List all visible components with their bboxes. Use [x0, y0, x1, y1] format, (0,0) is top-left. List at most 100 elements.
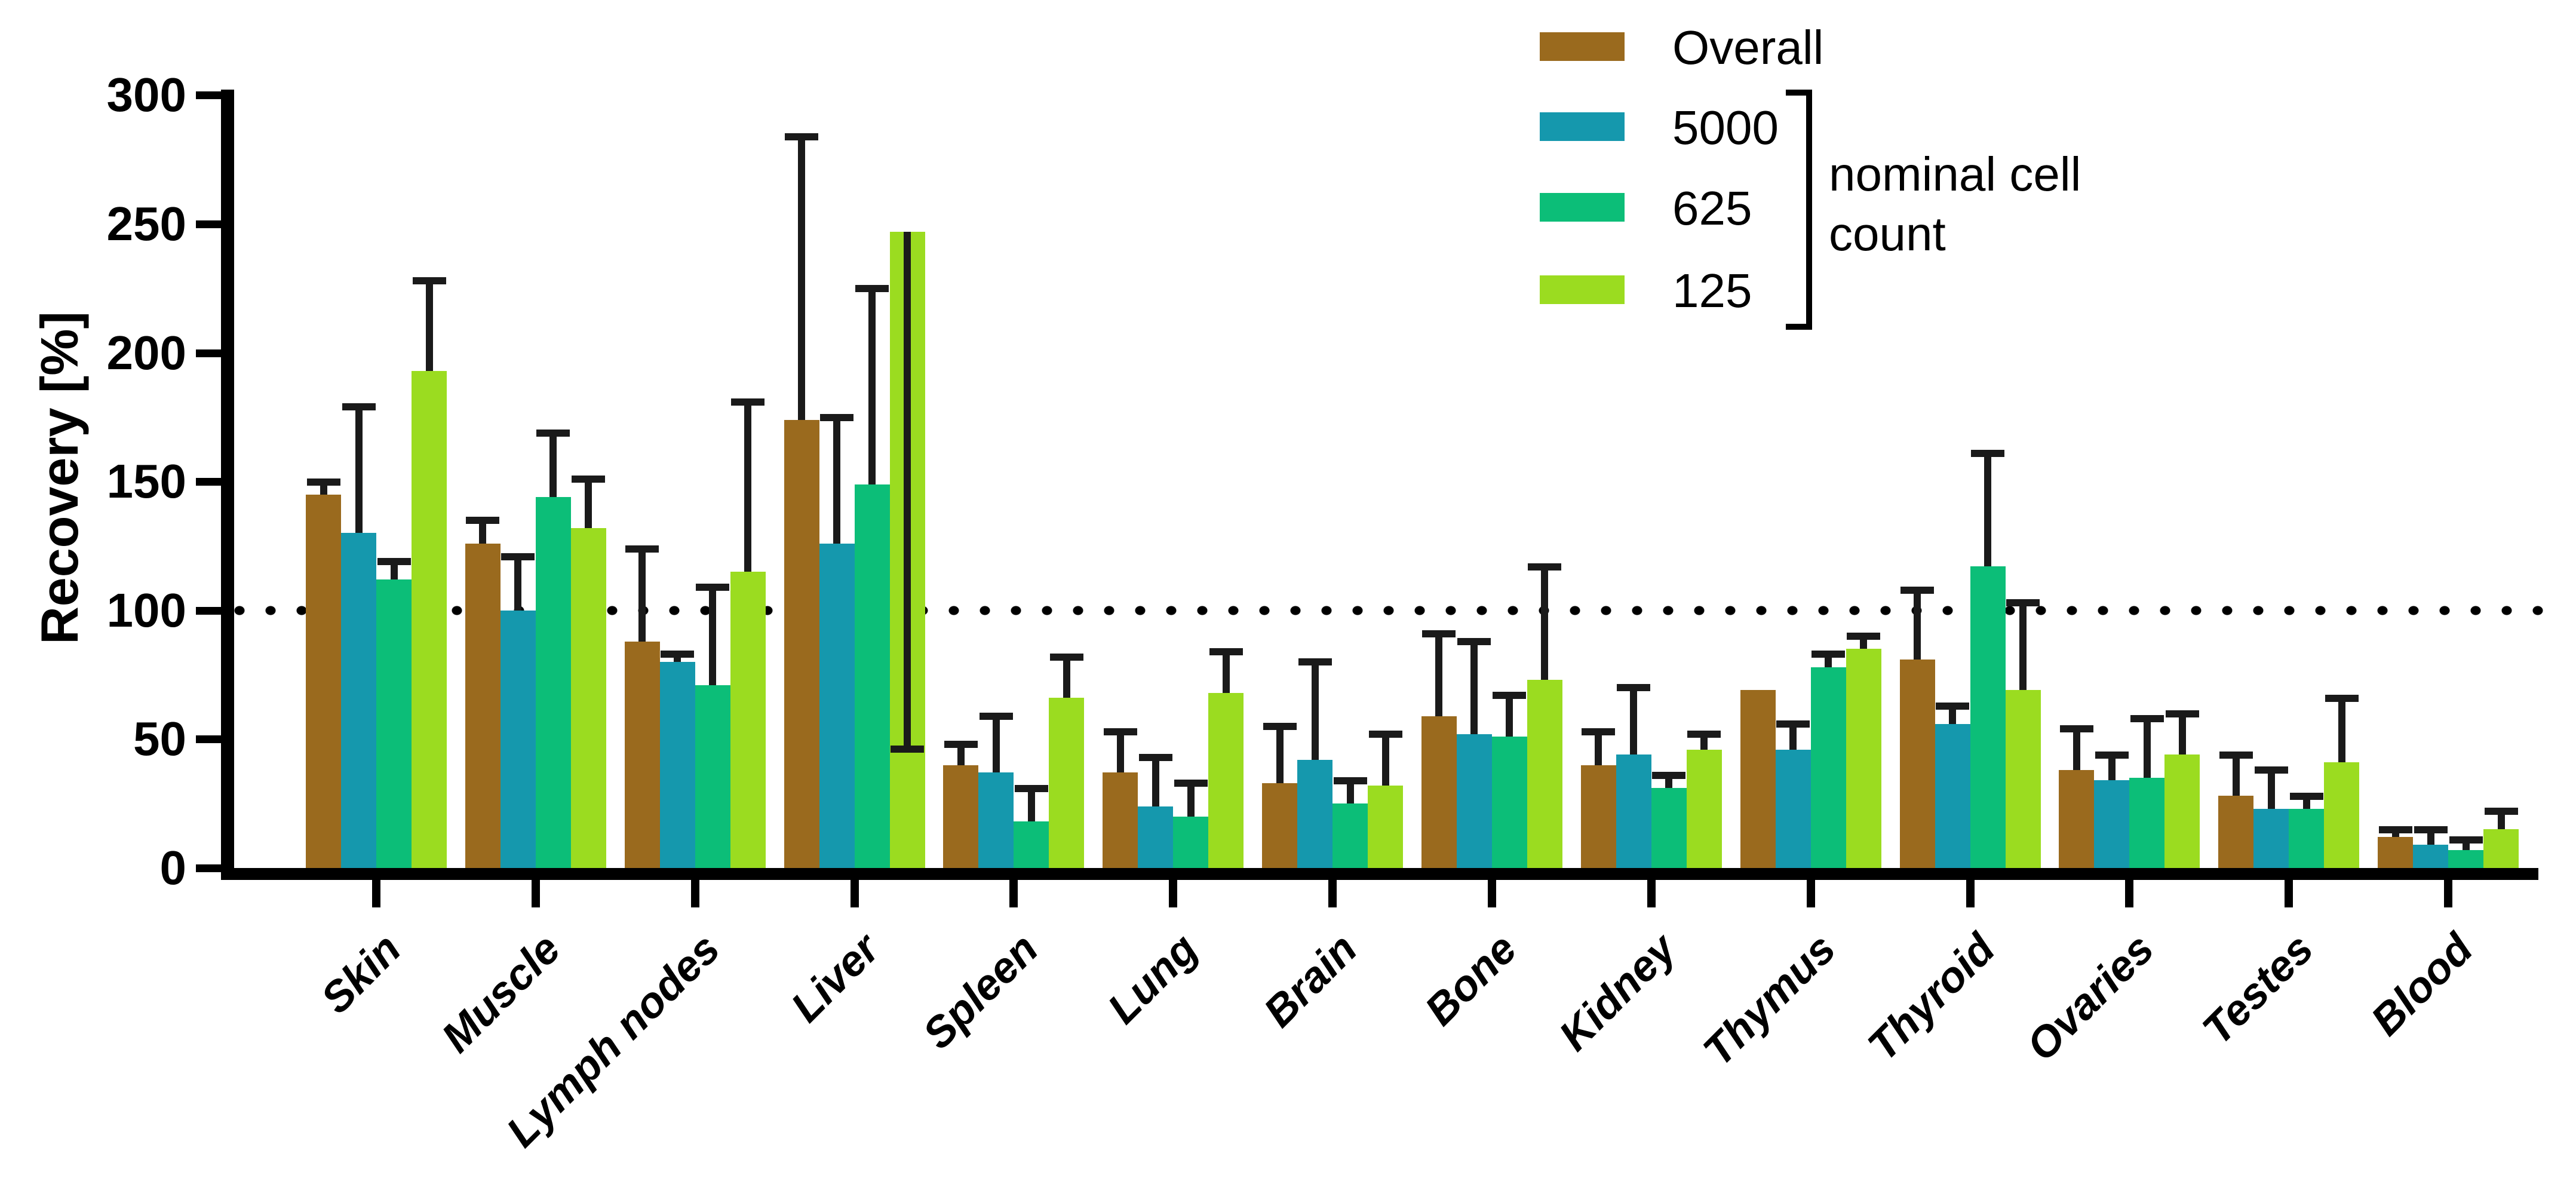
- error-bar-cap: [412, 277, 446, 285]
- bar-Overall-thyroid: [1899, 659, 1935, 868]
- error-bar-cap: [1617, 684, 1651, 692]
- error-bar-line: [1063, 659, 1070, 698]
- error-bar-cap: [1103, 728, 1137, 735]
- error-bar-line: [709, 590, 717, 685]
- bar-5000-lung: [1138, 806, 1174, 868]
- legend-label-5000: 5000: [1672, 101, 1779, 154]
- error-bar-cap: [1457, 637, 1491, 645]
- error-bar-cap-down: [891, 746, 925, 753]
- bar-625-skin: [376, 579, 412, 868]
- error-bar-cap: [1652, 772, 1686, 780]
- error-bar-line: [549, 435, 557, 498]
- bar-625-lung: [1173, 816, 1209, 868]
- y-tick-mark-0: [196, 864, 222, 872]
- error-bar-line: [2178, 716, 2186, 755]
- y-tick-label-150: 150: [106, 455, 186, 508]
- legend-label-Overall: Overall: [1672, 21, 1824, 74]
- x-axis-spine: [221, 868, 2538, 880]
- error-bar-cap: [572, 476, 606, 483]
- y-tick-mark-150: [196, 478, 222, 486]
- x-tick-mark-12: [2285, 880, 2293, 907]
- error-bar-line: [1027, 790, 1035, 822]
- error-bar-cap: [2095, 751, 2129, 759]
- error-bar-line: [2462, 842, 2470, 850]
- y-tick-mark-200: [196, 349, 222, 357]
- bar-5000-liver: [819, 543, 855, 868]
- bar-125-muscle: [570, 527, 606, 868]
- error-bar-cap: [2289, 792, 2323, 800]
- error-bar-cap: [944, 741, 978, 749]
- bar-Overall-spleen: [943, 765, 979, 868]
- error-bar-cap: [466, 517, 500, 525]
- error-bar-cap: [2219, 751, 2253, 759]
- bar-Overall-lung: [1103, 772, 1138, 868]
- x-tick-mark-11: [2125, 880, 2134, 907]
- error-bar-cap: [342, 403, 376, 411]
- error-bar-line: [1276, 729, 1284, 783]
- error-bar-line: [2302, 798, 2310, 809]
- error-bar-line: [1630, 690, 1638, 755]
- bar-125-blood: [2483, 829, 2519, 868]
- error-bar-cap: [1900, 586, 1934, 594]
- error-bar-cap: [731, 398, 765, 406]
- error-bar-line: [2143, 721, 2151, 778]
- bar-5000-blood: [2413, 845, 2449, 868]
- error-bar-cap: [1422, 630, 1456, 637]
- bar-5000-bone: [1456, 734, 1492, 868]
- bar-5000-lymph-nodes: [659, 662, 695, 868]
- bar-625-bone: [1491, 737, 1527, 868]
- error-bar-line: [957, 747, 965, 765]
- y-tick-label-250: 250: [106, 197, 186, 250]
- y-tick-label-300: 300: [106, 68, 186, 122]
- error-bar-line: [2267, 772, 2275, 809]
- error-bar-cap: [625, 545, 659, 553]
- bar-Overall-skin: [306, 494, 341, 868]
- bar-625-kidney: [1651, 788, 1687, 868]
- error-bar-line: [2232, 757, 2240, 796]
- bar-Overall-lymph-nodes: [624, 641, 660, 868]
- y-tick-label-50: 50: [133, 712, 186, 766]
- y-tick-label-0: 0: [159, 841, 187, 894]
- legend-label-625: 625: [1672, 182, 1752, 235]
- error-bar-line: [2427, 832, 2434, 845]
- bar-5000-kidney: [1616, 754, 1651, 868]
- x-tick-mark-5: [1169, 880, 1178, 907]
- bar-125-spleen: [1049, 698, 1085, 868]
- error-bar-line: [744, 404, 752, 572]
- error-bar-cap: [1528, 563, 1562, 571]
- bar-Overall-testes: [2218, 796, 2254, 868]
- bar-Overall-blood: [2378, 837, 2414, 868]
- bar-125-bone: [1527, 680, 1562, 868]
- bar-Overall-kidney: [1580, 765, 1616, 868]
- error-bar-line: [355, 409, 363, 533]
- x-tick-mark-10: [1966, 880, 1975, 907]
- error-bar-cap: [501, 553, 535, 560]
- error-bar-line: [1311, 664, 1319, 760]
- error-bar-cap: [1368, 731, 1402, 738]
- error-bar-cap: [1263, 723, 1297, 731]
- error-bar-line: [425, 283, 433, 371]
- error-bar-line: [1541, 569, 1549, 680]
- x-tick-mark-2: [690, 880, 699, 907]
- bar-5000-thymus: [1775, 749, 1811, 868]
- bar-Overall-liver: [784, 419, 819, 868]
- error-bar-cap: [1209, 648, 1243, 656]
- error-bar-cap: [2449, 836, 2483, 844]
- bar-125-thyroid: [2005, 690, 2041, 868]
- bar-125-testes: [2324, 762, 2360, 868]
- error-bar-line: [514, 559, 522, 611]
- error-bar-line: [1789, 726, 1797, 750]
- error-bar-line: [390, 564, 398, 580]
- error-bar-cap: [979, 712, 1013, 720]
- legend-label-125: 125: [1672, 264, 1752, 317]
- error-bar-line: [798, 139, 806, 420]
- error-bar-cap: [855, 285, 889, 293]
- error-bar-line: [1700, 737, 1708, 750]
- x-tick-mark-0: [372, 880, 380, 907]
- bar-625-blood: [2448, 849, 2484, 868]
- bar-625-ovaries: [2129, 778, 2165, 868]
- error-bar-cap: [1138, 753, 1172, 761]
- bar-625-liver: [854, 484, 890, 868]
- bar-625-thyroid: [1970, 566, 2006, 868]
